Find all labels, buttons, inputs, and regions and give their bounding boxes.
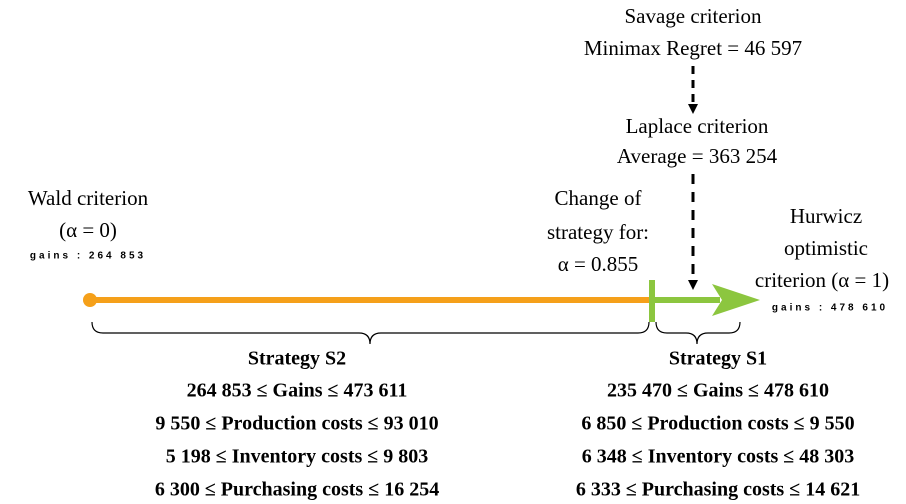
s1-brace: [655, 321, 741, 345]
hurwicz-line: criterion (α = 1): [755, 268, 889, 292]
strategy-line: 235 470 ≤ Gains ≤ 478 610: [607, 380, 829, 402]
wald-gains: gains : 264 853: [30, 251, 146, 262]
strategy-line: 5 198 ≤ Inventory costs ≤ 9 803: [166, 446, 429, 468]
savage-title: Savage criterion: [624, 4, 762, 28]
s2-brace: [91, 321, 650, 345]
wald-alpha: (α = 0): [59, 218, 117, 242]
s1-arrow-head: [712, 284, 760, 316]
start-dot: [83, 293, 97, 307]
wald-title: Wald criterion: [28, 186, 149, 210]
strategy-line: 6 850 ≤ Production costs ≤ 9 550: [581, 413, 854, 435]
strategy-line: 264 853 ≤ Gains ≤ 473 611: [187, 380, 408, 402]
strategy-line: 6 333 ≤ Purchasing costs ≤ 14 621: [576, 479, 860, 501]
change-line: α = 0.855: [558, 252, 639, 276]
hurwicz-line: Hurwicz: [790, 204, 862, 228]
arrow-head: [688, 104, 698, 114]
arrow-head: [688, 280, 698, 290]
strategy-line: 6 348 ≤ Inventory costs ≤ 48 303: [582, 446, 855, 468]
hurwicz-gains: gains : 478 610: [772, 303, 888, 314]
hurwicz-line: optimistic: [784, 236, 868, 260]
strategy-line: 9 550 ≤ Production costs ≤ 93 010: [155, 413, 438, 435]
strategy-name: Strategy S1: [669, 348, 767, 370]
strategy-line: 6 300 ≤ Purchasing costs ≤ 16 254: [155, 479, 439, 501]
change-line: strategy for:: [547, 220, 649, 244]
savage-value: Minimax Regret = 46 597: [584, 36, 802, 60]
laplace-title: Laplace criterion: [626, 114, 769, 138]
change-line: Change of: [555, 186, 642, 210]
laplace-value: Average = 363 254: [617, 144, 778, 168]
strategy-name: Strategy S2: [248, 348, 346, 370]
